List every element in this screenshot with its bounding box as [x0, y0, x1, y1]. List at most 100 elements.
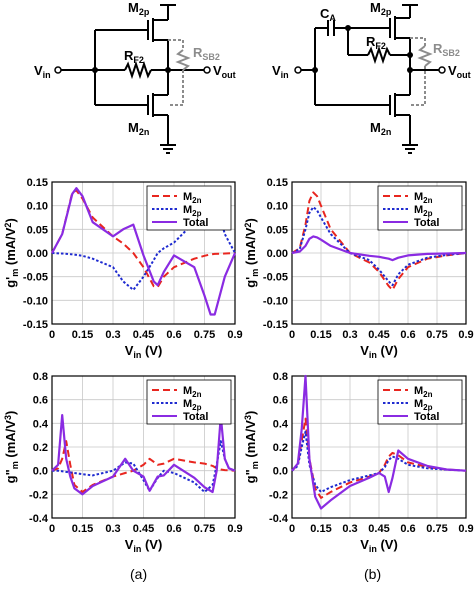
series-line — [51, 440, 236, 493]
x-tick-label: 0.15 — [72, 523, 93, 535]
y-tick-label: 0.15 — [267, 177, 288, 189]
resistor-rsb2 — [175, 49, 191, 71]
series-line — [291, 374, 467, 510]
rsb-wire — [168, 39, 184, 50]
legend-label: Total — [183, 411, 208, 423]
series-line — [51, 187, 237, 316]
x-tick-label: 0.3 — [342, 329, 357, 341]
legend-label: M2n — [414, 191, 433, 205]
vout-terminal-b — [438, 66, 446, 74]
label-vin: Vin — [34, 63, 51, 80]
series-line — [51, 189, 236, 289]
node-dot — [165, 67, 171, 73]
label-rf2-b: RF2 — [366, 34, 386, 51]
x-tick-label: 0.3 — [342, 523, 357, 535]
vin-terminal — [54, 66, 62, 74]
y-tick-label: -0.2 — [269, 489, 288, 501]
y-tick-label: 0.00 — [267, 248, 288, 260]
x-tick-label: 0.15 — [310, 329, 331, 341]
rsb-wire-b — [410, 37, 426, 46]
legend-label: Total — [414, 411, 439, 423]
x-tick-label: 0 — [49, 329, 55, 341]
circuit-a-dots — [92, 67, 171, 73]
y-tick-label: 0.10 — [267, 201, 288, 213]
y-tick-label: 0.15 — [27, 177, 48, 189]
x-tick-label: 0.6 — [166, 329, 181, 341]
y-axis-label: g"m (mA/V3) — [243, 411, 260, 484]
legend-label: M2p — [414, 204, 433, 218]
label-vout: Vout — [213, 63, 236, 80]
label-vout-b: Vout — [448, 63, 471, 80]
node-dot — [407, 52, 413, 58]
y-tick-label: -0.15 — [263, 319, 288, 331]
x-tick-label: 0.9 — [458, 523, 473, 535]
x-tick-label: 0.3 — [105, 523, 120, 535]
chart-b-gm3: 0 0.15 0.3 0.45 0.6 0.75 0.9 0.8 0.6 0.4 0.2 0.0 -0.… — [243, 371, 474, 554]
caption-a: (a) — [130, 566, 148, 582]
resistor-rsb2-b — [417, 45, 433, 67]
x-tick-label: 0.75 — [194, 523, 215, 535]
series-line — [291, 235, 467, 262]
y-tick-label: 0.6 — [273, 395, 288, 407]
label-rsb2-b: RSB2 — [433, 41, 460, 58]
legend-label: M2p — [414, 398, 433, 412]
y-axis-label: g"m (mA/V3) — [3, 411, 20, 484]
label-m2n: M2n — [128, 120, 149, 137]
plot-frame — [51, 375, 236, 519]
legend-label: Total — [183, 217, 208, 229]
x-axis-label: Vin (V) — [125, 343, 163, 360]
label-rsb2: RSB2 — [193, 45, 220, 62]
rsb-wire-b — [410, 66, 426, 106]
x-tick-label: 0.15 — [72, 329, 93, 341]
y-tick-label: 0.00 — [27, 248, 48, 260]
y-tick-label: 0.2 — [33, 442, 48, 454]
x-tick-label: 0.9 — [227, 523, 242, 535]
resistor-rf2-b — [367, 45, 391, 65]
x-tick-label: 0.6 — [400, 329, 415, 341]
y-tick-label: 0.8 — [33, 371, 48, 383]
y-tick-label: -0.05 — [23, 272, 48, 284]
series-line — [291, 206, 467, 287]
y-tick-label: 0.05 — [267, 224, 288, 236]
x-tick-label: 0.9 — [458, 329, 473, 341]
x-tick-label: 0.9 — [227, 329, 242, 341]
y-tick-label: 0.4 — [33, 418, 49, 430]
y-axis-label: g'm (mA/V2) — [243, 218, 260, 288]
x-tick-label: 0 — [49, 523, 55, 535]
legend-label: Total — [414, 217, 439, 229]
x-tick-label: 0 — [289, 523, 295, 535]
y-tick-label: -0.10 — [263, 295, 288, 307]
circuit-b-dots — [312, 25, 413, 73]
label-m2n-b: M2n — [370, 120, 391, 137]
y-tick-label: 0.6 — [33, 395, 48, 407]
node-dot — [345, 25, 351, 31]
series-line — [291, 430, 467, 493]
x-axis-label: Vin (V) — [360, 537, 398, 554]
vout-terminal — [203, 66, 211, 74]
y-tick-label: -0.15 — [23, 319, 48, 331]
y-tick-label: 0.05 — [27, 224, 48, 236]
node-dot — [407, 67, 413, 73]
y-tick-label: -0.05 — [263, 272, 288, 284]
x-tick-label: 0.45 — [133, 329, 154, 341]
node-dot — [92, 67, 98, 73]
chart-a-gm2: 0 0.15 0.3 0.45 0.6 0.75 0.9 0.15 0.10 0.05 0.00 -0… — [3, 177, 243, 360]
y-axis-label: g'm (mA/V2) — [3, 218, 20, 288]
legend-label: M2n — [414, 385, 433, 399]
y-tick-label: 0.8 — [273, 371, 288, 383]
y-tick-label: 0.0 — [273, 466, 288, 478]
y-tick-label: -0.4 — [29, 513, 49, 525]
label-m2p-b: M2p — [370, 0, 392, 17]
x-tick-label: 0.75 — [426, 329, 447, 341]
series-line — [291, 191, 467, 291]
caption-b: (b) — [364, 566, 382, 582]
label-ca: CA — [320, 6, 336, 23]
legend-label: M2n — [183, 191, 202, 205]
x-tick-label: 0.45 — [368, 329, 389, 341]
legend-label: M2n — [183, 385, 202, 399]
label-rf2: RF2 — [124, 48, 144, 65]
x-tick-label: 0 — [289, 329, 295, 341]
x-tick-label: 0.6 — [400, 523, 415, 535]
legend-label: M2p — [183, 204, 202, 218]
